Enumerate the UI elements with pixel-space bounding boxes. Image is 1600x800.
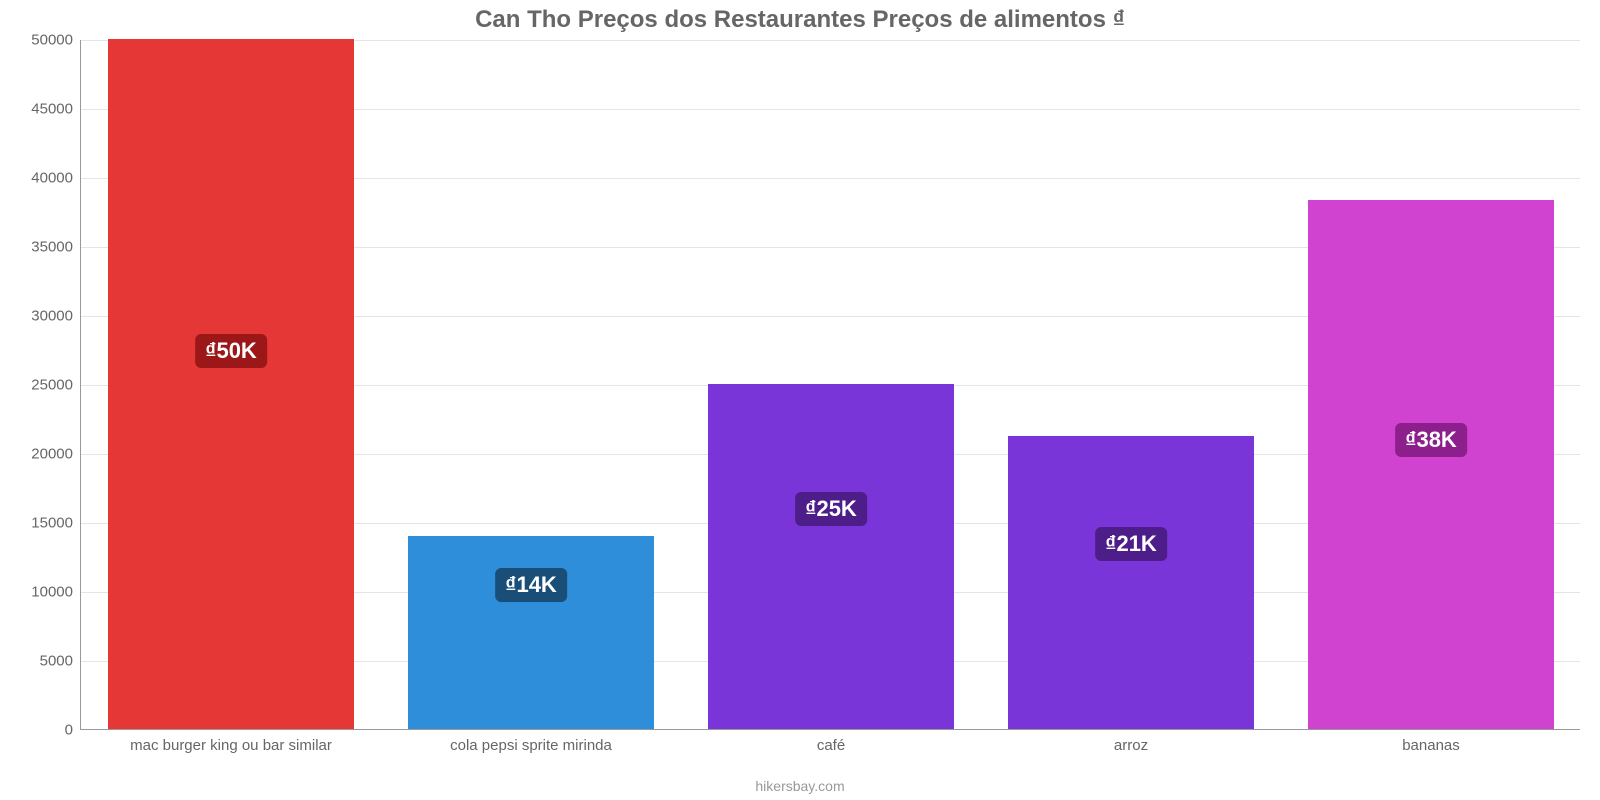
value-badge: ₫14K — [495, 568, 567, 602]
y-tick-label: 45000 — [31, 101, 73, 118]
chart-container: Can Tho Preços dos Restaurantes Preços d… — [0, 0, 1600, 800]
y-tick-label: 30000 — [31, 308, 73, 325]
y-tick-label: 50000 — [31, 32, 73, 49]
y-tick-label: 40000 — [31, 170, 73, 187]
attribution-text: hikersbay.com — [0, 778, 1600, 794]
value-badge: ₫50K — [195, 334, 267, 368]
bar — [1008, 436, 1254, 729]
bar — [408, 536, 654, 729]
y-tick-label: 5000 — [40, 653, 73, 670]
value-badge: ₫21K — [1095, 527, 1167, 561]
bar — [108, 39, 354, 729]
y-tick-label: 10000 — [31, 584, 73, 601]
y-tick-label: 25000 — [31, 377, 73, 394]
chart-title: Can Tho Preços dos Restaurantes Preços d… — [0, 6, 1600, 34]
x-tick-label: cola pepsi sprite mirinda — [450, 737, 612, 754]
x-tick-label: mac burger king ou bar similar — [130, 737, 332, 754]
y-tick-label: 15000 — [31, 515, 73, 532]
x-tick-label: café — [817, 737, 845, 754]
value-badge: ₫25K — [795, 492, 867, 526]
y-tick-label: 0 — [65, 722, 73, 739]
y-tick-label: 35000 — [31, 239, 73, 256]
x-tick-label: bananas — [1402, 737, 1460, 754]
bar — [1308, 200, 1554, 729]
value-badge: ₫38K — [1395, 423, 1467, 457]
y-tick-label: 20000 — [31, 446, 73, 463]
bar — [708, 384, 954, 729]
plot-area: 0500010000150002000025000300003500040000… — [80, 40, 1580, 730]
x-tick-label: arroz — [1114, 737, 1148, 754]
